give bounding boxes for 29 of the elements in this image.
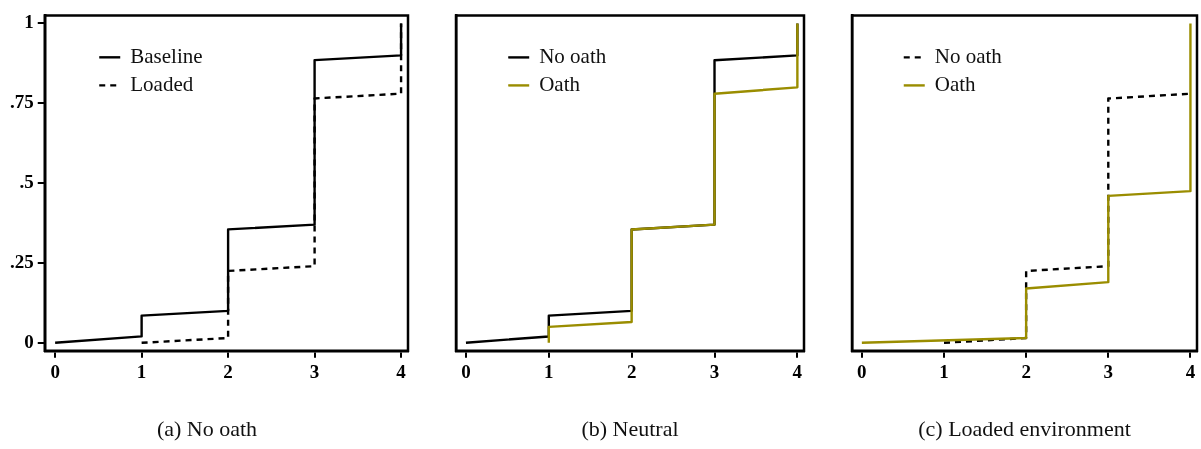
x-tick-label: 3: [1103, 361, 1114, 383]
x-tick-label: 3: [709, 361, 720, 383]
y-tick-label: .25: [10, 250, 34, 272]
x-tick-label: 1: [136, 361, 147, 383]
y-tick-label: .5: [19, 171, 34, 193]
x-tick-label: 1: [939, 361, 949, 383]
x-tick-label: 3: [309, 361, 320, 383]
legend-label: Baseline: [130, 43, 203, 68]
x-tick-label: 4: [1185, 361, 1196, 383]
y-tick-label: 1: [24, 11, 34, 33]
x-tick-label: 0: [461, 361, 471, 383]
text: (b) Neutral: [581, 415, 679, 441]
x-tick-label: 2: [223, 361, 233, 383]
x-tick-label: 1: [544, 361, 554, 383]
text: (c) Loaded environment: [918, 415, 1131, 441]
legend-label: Oath: [934, 71, 977, 96]
x-tick-label: 0: [50, 361, 60, 383]
x-tick-label: 4: [396, 361, 407, 383]
legend-label: No oath: [539, 43, 607, 68]
legend-label: No oath: [934, 43, 1003, 68]
x-tick-label: 2: [626, 361, 637, 383]
text: (a) No oath: [156, 415, 258, 441]
legend-label: Loaded: [130, 71, 194, 96]
y-tick-label: 0: [24, 330, 34, 352]
legend-label: Oath: [539, 71, 581, 96]
x-tick-label: 4: [792, 361, 803, 383]
x-tick-label: 2: [1021, 361, 1031, 383]
y-tick-label: .75: [10, 91, 34, 113]
x-tick-label: 0: [857, 361, 867, 383]
